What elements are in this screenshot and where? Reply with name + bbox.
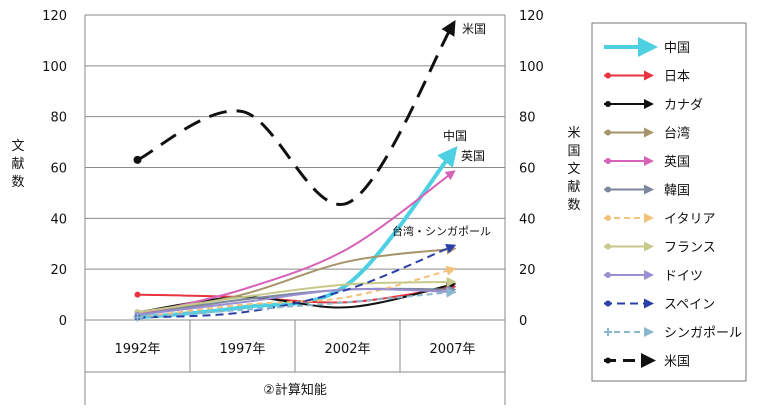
x-tick-label: 1992年 (114, 342, 160, 357)
y-tick-label: 20 (50, 263, 67, 278)
legend-marker (605, 272, 611, 278)
x-tick-label: 2002年 (324, 342, 370, 357)
legend-marker (605, 72, 611, 79)
gridlines (85, 14, 505, 321)
legend-label: カナダ (664, 98, 703, 113)
y-axis-label: 献 (11, 157, 24, 172)
legend-label: シンガポール (664, 326, 742, 341)
legend-label: 台湾 (664, 126, 690, 142)
annotation-china: 中国 (443, 128, 467, 143)
x-tick-label: 1997年 (219, 342, 265, 357)
legend-label: イタリア (664, 212, 715, 227)
y-tick-label: 80 (50, 111, 67, 126)
y-tick-label: 40 (50, 212, 67, 227)
y2-axis-label: 数 (567, 198, 580, 213)
y2-axis-label: 献 (567, 180, 580, 195)
legend-marker (605, 101, 611, 107)
axes (84, 15, 506, 405)
legend-marker (605, 243, 611, 250)
legend-label: 米国 (664, 355, 690, 370)
legend-marker (604, 328, 612, 336)
y-tick-label: 100 (42, 60, 67, 75)
y-axis-label: 文 (11, 139, 24, 154)
y2-tick-label: 120 (519, 9, 544, 24)
legend-marker (605, 300, 611, 307)
series-line (137, 243, 457, 319)
series-line (136, 19, 456, 206)
y2-tick-label: 20 (519, 263, 536, 278)
y-axis-label: 数 (11, 175, 24, 190)
legend-label: 中国 (664, 41, 690, 56)
annotation-uk: 英国 (461, 149, 485, 163)
series-lines (133, 19, 458, 322)
legend-marker (605, 158, 611, 164)
x-tick-label: 2007年 (429, 342, 475, 357)
axis-labels: 0 0 20 20 40 40 60 60 80 80 100 100 120 120 1992年 1997年… (11, 9, 580, 398)
series-line (137, 277, 457, 314)
legend-label: ドイツ (664, 269, 703, 284)
legend-label: 日本 (664, 70, 690, 85)
x-axis-label: ②計算知能 (263, 382, 327, 398)
y2-tick-label: 100 (519, 60, 544, 75)
annotation-taiwan-singapore: 台湾・シンガポール (392, 224, 491, 238)
y-tick-label: 0 (59, 314, 67, 329)
y2-axis-label: 米 (567, 126, 580, 141)
series-line (137, 244, 457, 316)
y2-axis-label: 国 (567, 144, 580, 159)
legend-label: 韓国 (664, 184, 690, 199)
y2-tick-label: 40 (519, 212, 536, 227)
series-line (137, 282, 457, 304)
annotation-us: 米国 (462, 22, 486, 36)
y-tick-label: 60 (50, 162, 67, 177)
series-line (137, 286, 457, 316)
legend-marker (605, 215, 611, 221)
y2-tick-label: 0 (519, 314, 527, 329)
legend-marker (605, 129, 611, 136)
legend-label: スペイン (664, 298, 715, 313)
y2-tick-label: 80 (519, 111, 536, 126)
y-tick-label: 120 (42, 9, 67, 24)
legend-marker (605, 357, 611, 364)
y2-axis-label: 文 (567, 162, 580, 177)
data-point (133, 155, 142, 164)
legend-label: 英国 (664, 155, 690, 170)
legend-label: フランス (664, 241, 716, 256)
series-line (137, 284, 457, 316)
data-point (133, 313, 142, 322)
y2-tick-label: 60 (519, 162, 536, 177)
data-point (134, 291, 141, 298)
legend-box (591, 22, 747, 382)
legend-marker (605, 186, 611, 193)
